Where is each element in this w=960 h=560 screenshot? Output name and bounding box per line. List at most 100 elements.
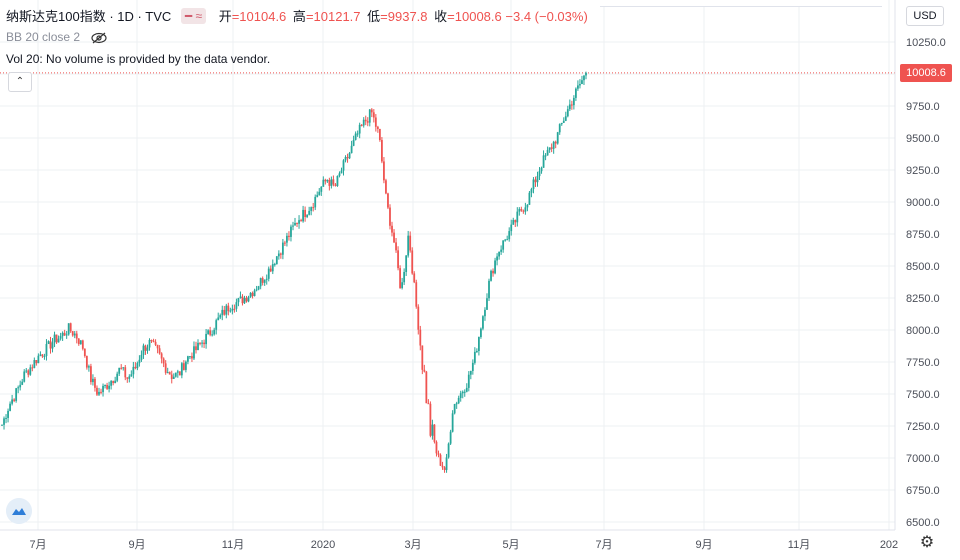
candle <box>9 401 11 412</box>
candle <box>73 331 76 339</box>
candle-body <box>15 388 18 401</box>
candle <box>182 360 185 371</box>
bb-indicator-row[interactable]: BB 20 close 2 <box>6 30 107 44</box>
candle-body <box>574 88 577 98</box>
candle <box>302 205 304 223</box>
eye-off-icon[interactable] <box>91 32 107 44</box>
candle <box>536 171 539 187</box>
candle-body <box>498 251 501 257</box>
chevron-up-icon[interactable]: ⌃ <box>8 72 32 92</box>
low-value: =9937.8 <box>380 9 428 24</box>
candle <box>328 177 331 191</box>
candle-body <box>27 370 30 375</box>
candle <box>490 269 492 282</box>
candle <box>227 302 230 316</box>
candle-body <box>330 179 333 186</box>
candle <box>568 99 571 112</box>
candle <box>550 143 553 153</box>
candle-body <box>257 286 260 290</box>
candle <box>241 294 244 306</box>
candle <box>566 105 569 118</box>
candle-body <box>530 189 533 193</box>
candle-body <box>508 231 511 240</box>
candle <box>415 279 418 309</box>
candle-body <box>195 346 197 351</box>
candle <box>124 364 127 381</box>
candle <box>281 238 284 260</box>
candle <box>471 359 474 375</box>
candle-body <box>47 341 50 345</box>
candle-body <box>241 296 244 304</box>
candle <box>441 461 444 470</box>
candle-body <box>144 345 147 351</box>
candle-body <box>43 356 46 358</box>
candle <box>385 178 387 195</box>
candle <box>475 348 478 354</box>
candle <box>473 347 476 365</box>
candle-body <box>314 196 317 208</box>
candle-body <box>11 399 14 404</box>
candle-body <box>61 332 64 337</box>
candle <box>207 329 210 335</box>
candle-body <box>577 85 579 89</box>
candle <box>336 175 339 187</box>
candle-body <box>247 297 250 302</box>
candle-body <box>522 210 525 212</box>
cloud-logo-icon[interactable] <box>6 498 32 524</box>
compare-toggle-icon[interactable]: ━ ≈ <box>180 8 207 24</box>
candle <box>49 336 52 354</box>
candle-body <box>570 104 573 106</box>
candle <box>306 214 309 219</box>
candle <box>401 277 404 290</box>
candle <box>275 255 278 265</box>
candle <box>421 345 424 375</box>
volume-indicator-label: Vol 20: No volume is provided by the dat… <box>6 52 271 66</box>
candle-body <box>296 222 298 224</box>
candle-body <box>41 354 44 357</box>
candle-body <box>193 346 195 359</box>
candle <box>526 204 529 212</box>
candle <box>350 140 353 154</box>
candle-body <box>239 296 242 299</box>
candle-body <box>170 374 173 379</box>
x-tick-label: 5月 <box>502 539 519 551</box>
candle-body <box>290 226 292 237</box>
candle <box>25 368 28 374</box>
candle-body <box>538 171 541 177</box>
candle-body <box>112 381 115 384</box>
candle-body <box>191 356 193 359</box>
interval-label[interactable]: 1D <box>117 9 134 24</box>
candle-body <box>328 179 331 186</box>
candle <box>433 424 436 444</box>
candle-body <box>124 367 127 378</box>
x-tick-label: 11月 <box>788 539 810 551</box>
candle-body <box>55 334 58 343</box>
legend-separator: · <box>137 9 142 24</box>
candle-body <box>548 147 551 150</box>
candle-body <box>581 80 583 84</box>
candle-body <box>205 333 207 345</box>
candle-body <box>7 410 9 418</box>
candle-body <box>484 309 486 317</box>
candle <box>423 364 426 373</box>
y-tick-label: 9750.0 <box>906 101 940 113</box>
candle <box>174 372 177 378</box>
candle <box>203 339 205 349</box>
candle <box>409 231 412 253</box>
gear-icon[interactable]: ⚙ <box>919 534 935 551</box>
currency-button[interactable]: USD <box>906 6 944 26</box>
candle <box>59 332 62 341</box>
volume-indicator-row: Vol 20: No volume is provided by the dat… <box>6 52 270 66</box>
candle <box>354 131 357 141</box>
candle-body <box>39 354 42 356</box>
candle-body <box>53 334 56 343</box>
candle <box>532 177 535 194</box>
candle <box>140 350 143 362</box>
candle <box>19 380 22 391</box>
candle-body <box>306 214 309 218</box>
candle-body <box>67 323 70 335</box>
candle-body <box>298 220 300 224</box>
candle-body <box>83 348 86 357</box>
candle <box>29 364 32 376</box>
